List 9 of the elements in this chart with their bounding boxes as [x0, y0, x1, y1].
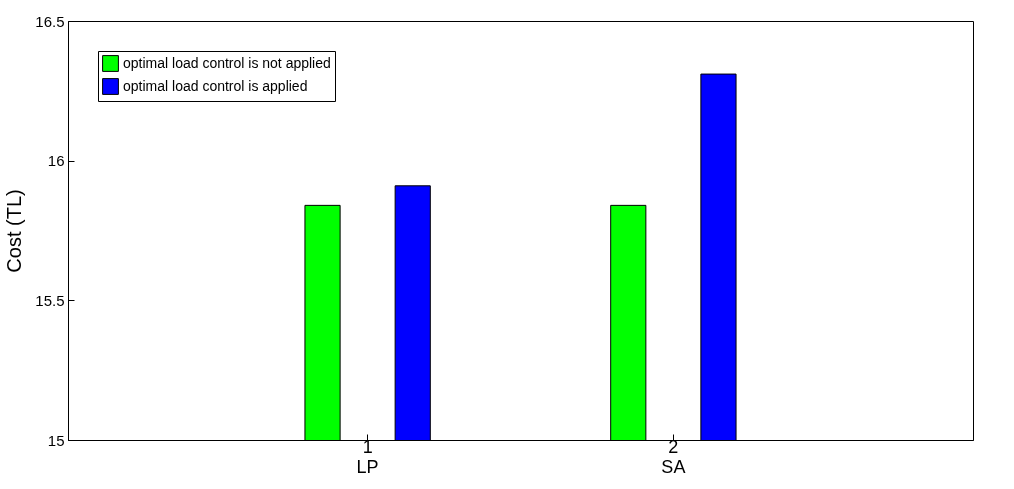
- legend-label: optimal load control is not applied: [123, 54, 331, 71]
- y-tick-label: 15: [47, 431, 65, 449]
- text: LP: [356, 456, 379, 477]
- text: SA: [661, 456, 686, 477]
- y-tick-label: 16: [47, 152, 65, 170]
- legend-label: optimal load control is applied: [123, 77, 308, 94]
- y-axis-title: Cost (TL): [3, 189, 26, 273]
- y-tick-label: 15.5: [35, 291, 65, 309]
- y-tick-label: 16.5: [35, 12, 65, 30]
